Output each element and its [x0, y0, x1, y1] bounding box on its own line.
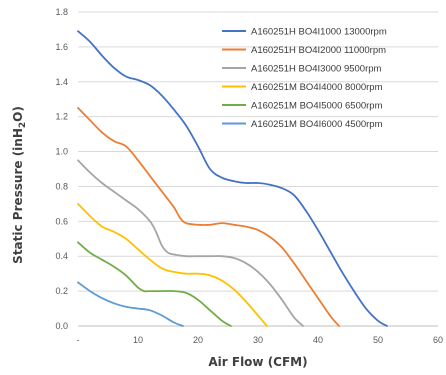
- x-tick-label: 30: [253, 335, 263, 345]
- x-tick-label: 40: [313, 335, 323, 345]
- legend-label-6: A160251M BO4I6000 4500rpm: [251, 119, 383, 130]
- y-tick-label: 0.4: [55, 251, 68, 261]
- x-tick-label: 10: [133, 335, 143, 345]
- y-tick-label: 1.6: [55, 42, 68, 52]
- series-line-6: [77, 281, 184, 327]
- y-tick-label: 1.0: [55, 147, 68, 157]
- y-tick-label: 0.0: [55, 321, 68, 331]
- series-lines: [77, 30, 388, 327]
- series-line-5: [77, 241, 232, 327]
- legend-label-2: A160251H BO4I2000 11000rpm: [251, 45, 386, 56]
- legend: A160251H BO4I1000 13000rpm A160251H BO4I2…: [222, 27, 387, 130]
- series-line-4: [77, 203, 268, 327]
- legend-label-5: A160251M BO4I5000 6500rpm: [251, 101, 383, 112]
- y-tick-label: 0.6: [55, 216, 68, 226]
- y-axis-tick-labels: 0.0 0.2 0.4 0.6 0.8 1.0 1.2 1.4 1.6 1.8: [55, 7, 68, 331]
- series-line-3: [77, 159, 304, 327]
- y-tick-label: 0.2: [55, 286, 68, 296]
- x-tick-label: 20: [193, 335, 203, 345]
- series-line-1: [77, 30, 388, 327]
- x-axis-title: Air Flow (CFM): [208, 355, 307, 369]
- gridlines: [78, 11, 438, 327]
- legend-label-1: A160251H BO4I1000 13000rpm: [251, 27, 387, 38]
- x-tick-label: 50: [373, 335, 383, 345]
- legend-label-3: A160251H BO4I3000 9500rpm: [251, 64, 382, 75]
- y-tick-label: 0.8: [55, 181, 68, 191]
- y-tick-label: 1.2: [55, 112, 68, 122]
- y-tick-label: 1.8: [55, 7, 68, 17]
- x-tick-label: 60: [433, 335, 443, 345]
- x-axis-tick-labels: - 10 20 30 40 50 60: [77, 335, 444, 345]
- legend-label-4: A160251M BO4I4000 8000rpm: [251, 82, 383, 93]
- series-line-2: [77, 107, 340, 327]
- y-axis-title: Static Pressure (inH2O): [11, 106, 28, 264]
- y-tick-label: 1.4: [55, 77, 68, 87]
- x-tick-label: -: [77, 335, 80, 345]
